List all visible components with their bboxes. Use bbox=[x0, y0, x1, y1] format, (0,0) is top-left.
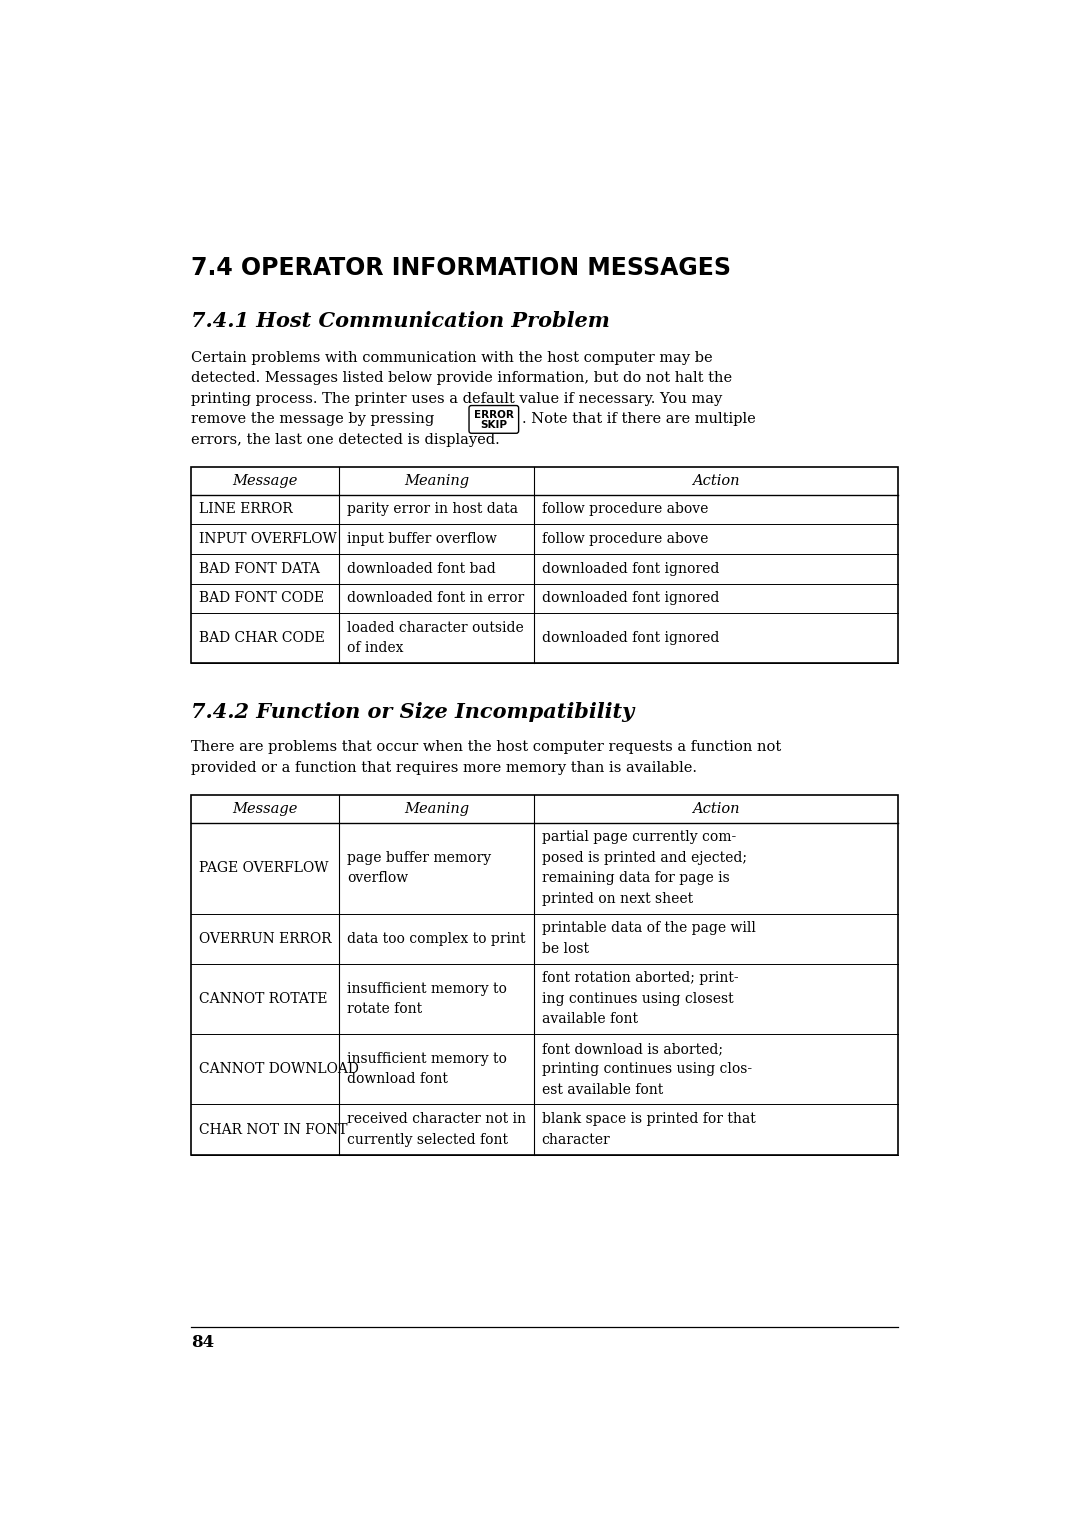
Text: currently selected font: currently selected font bbox=[347, 1133, 509, 1147]
Text: 84: 84 bbox=[191, 1334, 214, 1351]
Text: printable data of the page will: printable data of the page will bbox=[542, 921, 756, 935]
Text: font download is aborted;: font download is aborted; bbox=[542, 1042, 723, 1056]
Text: Meaning: Meaning bbox=[404, 802, 469, 816]
Text: LINE ERROR: LINE ERROR bbox=[199, 503, 293, 517]
Text: available font: available font bbox=[542, 1012, 637, 1026]
Text: . Note that if there are multiple: . Note that if there are multiple bbox=[522, 412, 756, 426]
Text: of index: of index bbox=[347, 641, 404, 656]
Text: input buffer overflow: input buffer overflow bbox=[347, 532, 497, 546]
Text: be lost: be lost bbox=[542, 941, 589, 955]
Text: CANNOT ROTATE: CANNOT ROTATE bbox=[199, 992, 327, 1006]
Text: Meaning: Meaning bbox=[404, 474, 469, 487]
Text: parity error in host data: parity error in host data bbox=[347, 503, 518, 517]
Bar bbox=[191, 468, 899, 664]
Text: CANNOT DOWNLOAD: CANNOT DOWNLOAD bbox=[199, 1062, 359, 1076]
Text: overflow: overflow bbox=[347, 871, 408, 886]
Text: downloaded font ignored: downloaded font ignored bbox=[542, 592, 719, 606]
Text: printing process. The printer uses a default value if necessary. You may: printing process. The printer uses a def… bbox=[191, 392, 723, 406]
Text: downloaded font in error: downloaded font in error bbox=[347, 592, 525, 606]
Text: downloaded font ignored: downloaded font ignored bbox=[542, 632, 719, 645]
Text: printing continues using clos-: printing continues using clos- bbox=[542, 1062, 752, 1076]
Text: detected. Messages listed below provide information, but do not halt the: detected. Messages listed below provide … bbox=[191, 371, 732, 385]
Text: follow procedure above: follow procedure above bbox=[542, 532, 708, 546]
Text: insufficient memory to: insufficient memory to bbox=[347, 981, 507, 995]
FancyBboxPatch shape bbox=[469, 406, 518, 434]
Text: CHAR NOT IN FONT: CHAR NOT IN FONT bbox=[199, 1122, 347, 1136]
Text: errors, the last one detected is displayed.: errors, the last one detected is display… bbox=[191, 432, 500, 446]
Text: downloaded font bad: downloaded font bad bbox=[347, 561, 496, 576]
Text: PAGE OVERFLOW: PAGE OVERFLOW bbox=[199, 862, 328, 875]
Text: blank space is printed for that: blank space is printed for that bbox=[542, 1113, 756, 1127]
Text: follow procedure above: follow procedure above bbox=[542, 503, 708, 517]
Text: received character not in: received character not in bbox=[347, 1113, 526, 1127]
Text: provided or a function that requires more memory than is available.: provided or a function that requires mor… bbox=[191, 760, 697, 774]
Text: BAD FONT CODE: BAD FONT CODE bbox=[199, 592, 324, 606]
Text: remaining data for page is: remaining data for page is bbox=[542, 871, 729, 886]
Text: remove the message by pressing: remove the message by pressing bbox=[191, 412, 434, 426]
Text: data too complex to print: data too complex to print bbox=[347, 932, 526, 946]
Text: SKIP: SKIP bbox=[481, 420, 508, 431]
Text: rotate font: rotate font bbox=[347, 1003, 422, 1016]
Bar bbox=[191, 796, 899, 1154]
Text: Certain problems with communication with the host computer may be: Certain problems with communication with… bbox=[191, 351, 713, 365]
Text: page buffer memory: page buffer memory bbox=[347, 851, 491, 865]
Text: posed is printed and ejected;: posed is printed and ejected; bbox=[542, 851, 746, 865]
Text: loaded character outside: loaded character outside bbox=[347, 621, 524, 635]
Text: partial page currently com-: partial page currently com- bbox=[542, 831, 735, 845]
Text: Message: Message bbox=[232, 474, 298, 487]
Text: ERROR: ERROR bbox=[474, 411, 514, 420]
Text: font rotation aborted; print-: font rotation aborted; print- bbox=[542, 972, 739, 986]
Text: printed on next sheet: printed on next sheet bbox=[542, 892, 693, 906]
Text: 7.4.1 Host Communication Problem: 7.4.1 Host Communication Problem bbox=[191, 311, 610, 331]
Text: downloaded font ignored: downloaded font ignored bbox=[542, 561, 719, 576]
Text: Message: Message bbox=[232, 802, 298, 816]
Text: 7.4.2 Function or Size Incompatibility: 7.4.2 Function or Size Incompatibility bbox=[191, 702, 634, 722]
Text: insufficient memory to: insufficient memory to bbox=[347, 1052, 507, 1065]
Text: BAD CHAR CODE: BAD CHAR CODE bbox=[199, 632, 324, 645]
Text: 7.4 OPERATOR INFORMATION MESSAGES: 7.4 OPERATOR INFORMATION MESSAGES bbox=[191, 256, 731, 279]
Text: ing continues using closest: ing continues using closest bbox=[542, 992, 733, 1006]
Text: download font: download font bbox=[347, 1073, 448, 1087]
Text: OVERRUN ERROR: OVERRUN ERROR bbox=[199, 932, 332, 946]
Text: BAD FONT DATA: BAD FONT DATA bbox=[199, 561, 320, 576]
Text: INPUT OVERFLOW: INPUT OVERFLOW bbox=[199, 532, 336, 546]
Bar bbox=[191, 468, 899, 664]
Bar bbox=[191, 796, 899, 1154]
Text: There are problems that occur when the host computer requests a function not: There are problems that occur when the h… bbox=[191, 740, 781, 754]
Text: est available font: est available font bbox=[542, 1082, 663, 1096]
Text: Action: Action bbox=[692, 802, 740, 816]
Text: Action: Action bbox=[692, 474, 740, 487]
Text: character: character bbox=[542, 1133, 610, 1147]
